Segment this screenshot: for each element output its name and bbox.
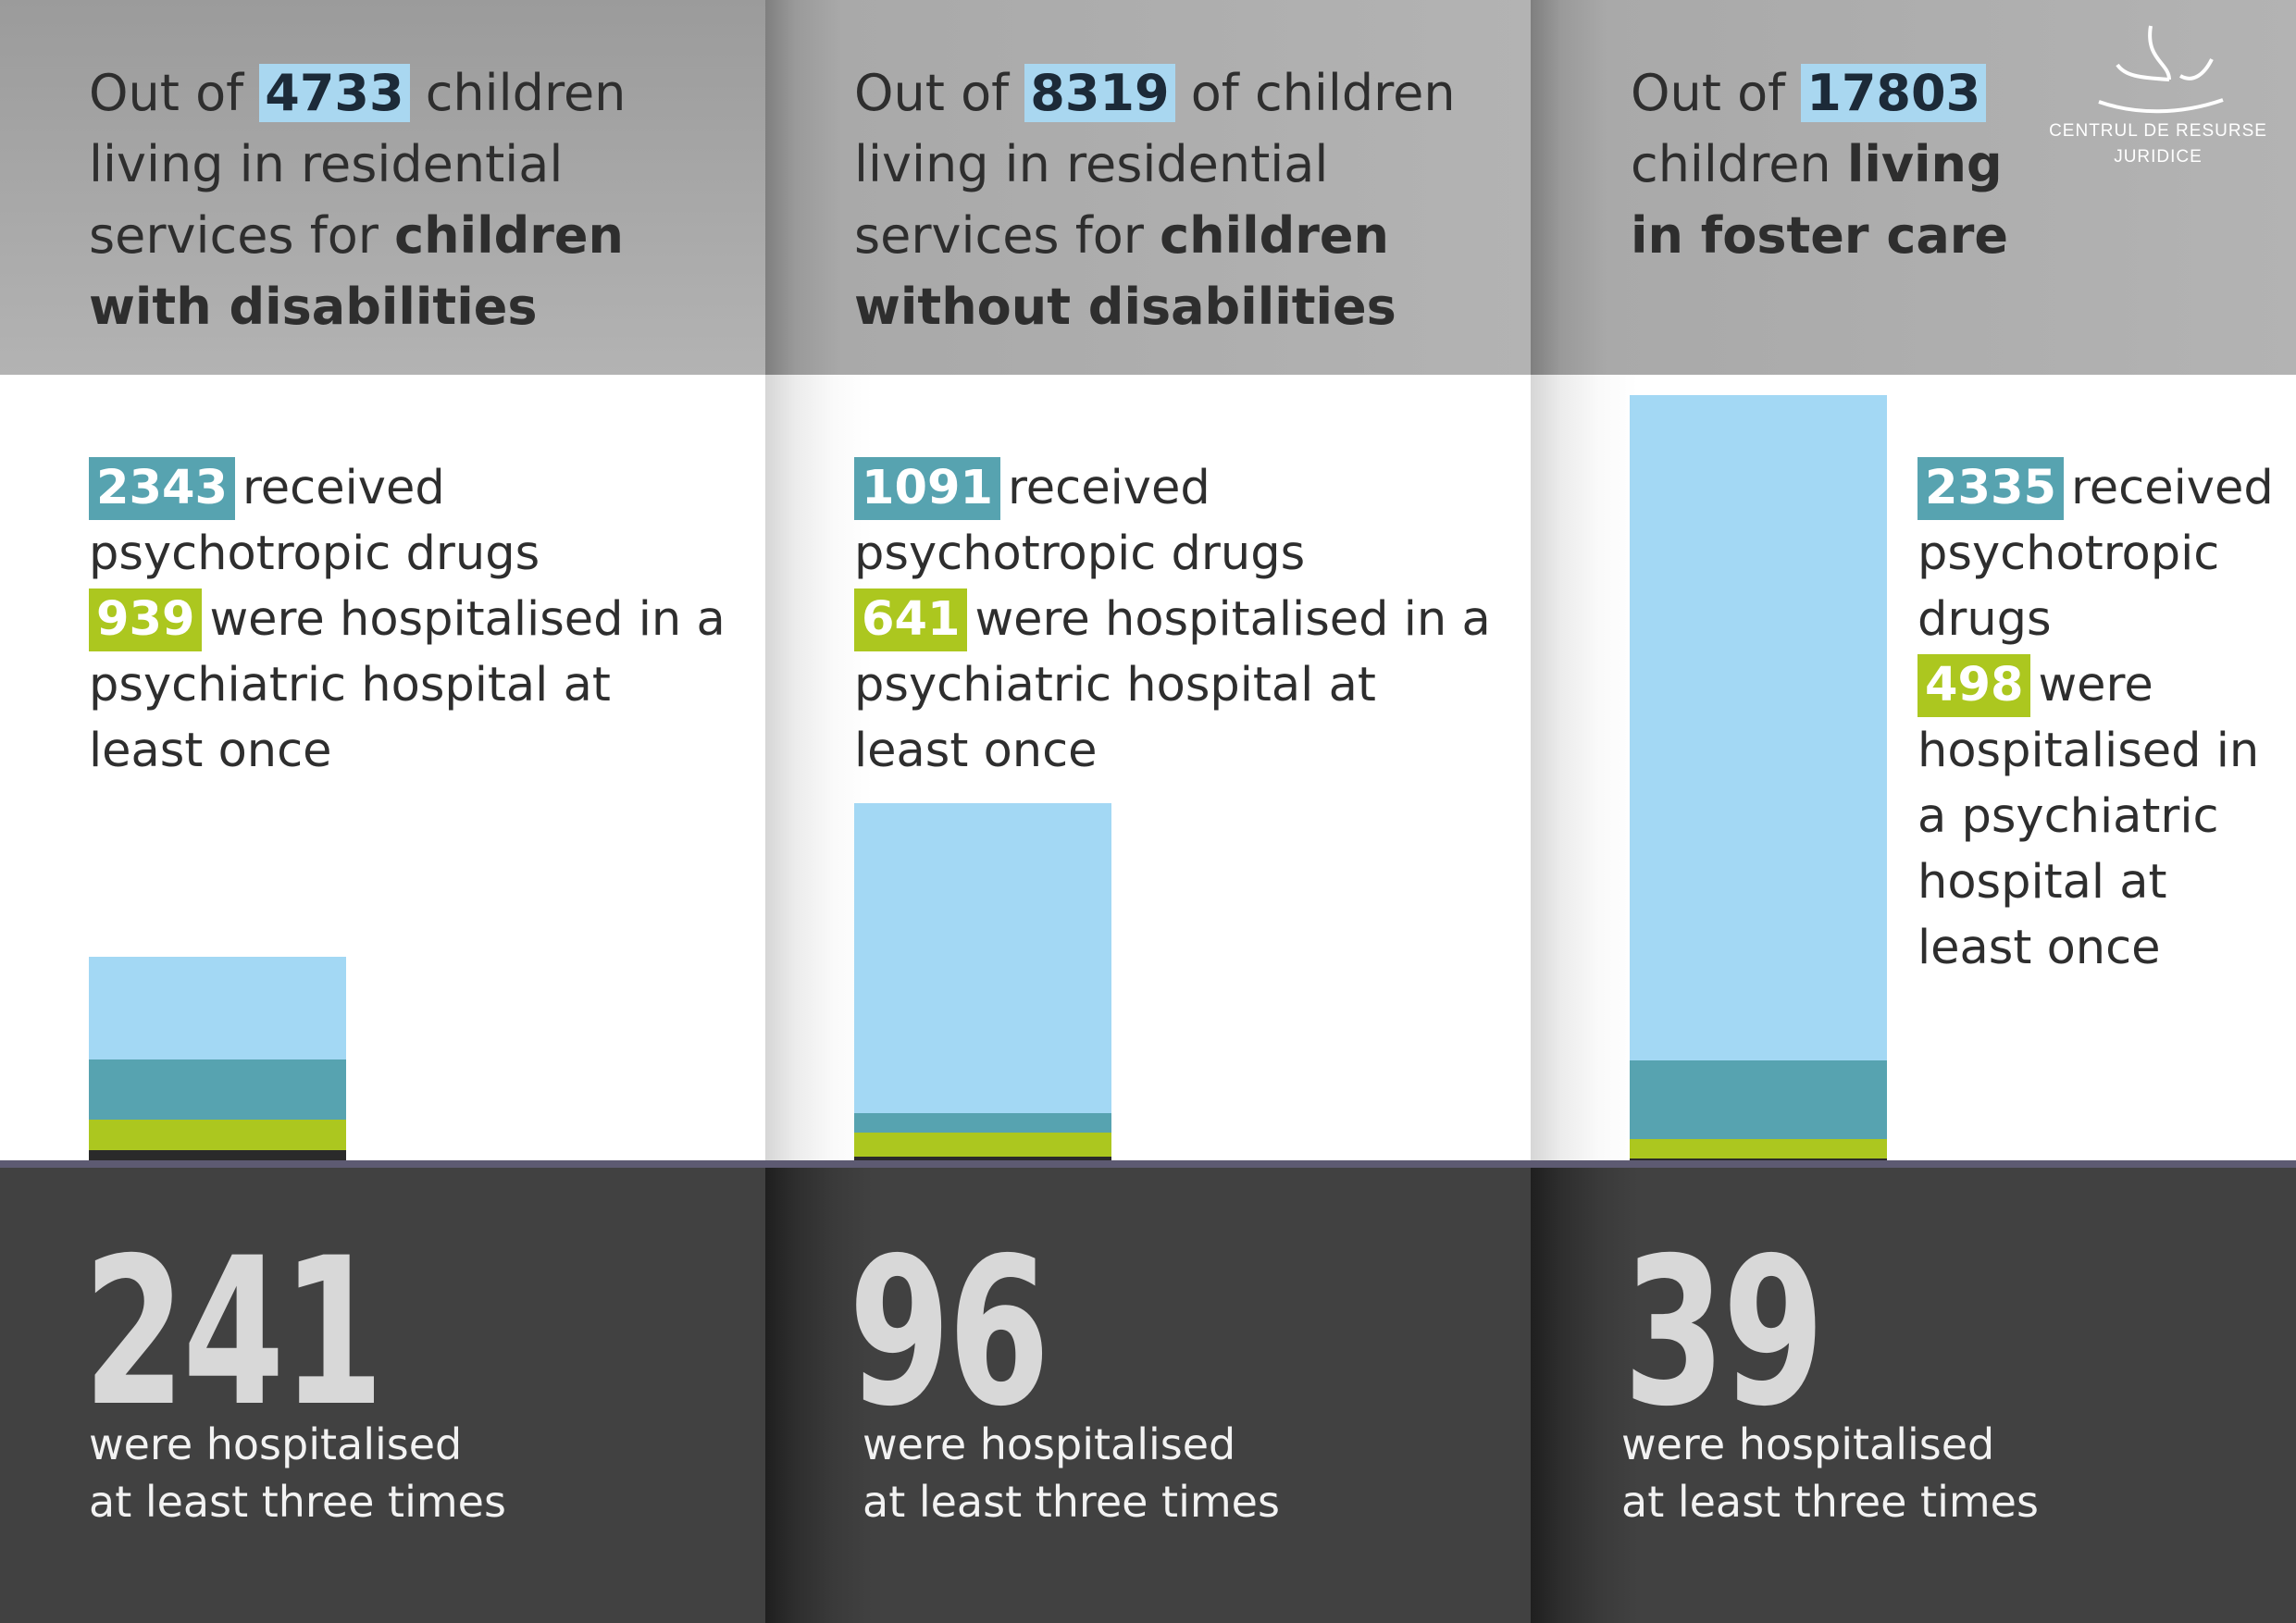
logo-stroke <box>2098 98 2224 114</box>
header-band <box>1531 0 2296 375</box>
hosp-line: 498 were hospitalised in a psychiatric ho… <box>1917 652 2288 981</box>
headline-bold: children without disabilities <box>854 206 1396 336</box>
caption-line-2: at least three times <box>863 1477 1280 1527</box>
logo-icon <box>2098 25 2224 114</box>
hosp-line: 939 were hospitalised in a psychiatric ho… <box>89 587 737 784</box>
headline-bold: living in foster care <box>1631 135 2009 265</box>
footer-band <box>1531 1168 2296 1623</box>
stacked-bar <box>1630 395 1887 1160</box>
footer-band <box>0 1168 765 1623</box>
hosp-value: 498 <box>1917 654 2031 717</box>
headline: Out of 17803 children living in foster c… <box>1631 57 2019 271</box>
headline-bold: children with disabilities <box>89 206 624 336</box>
three-times-caption: were hospitalised at least three times <box>863 1416 1473 1530</box>
bar-hospitalised-once <box>1630 1138 1887 1160</box>
logo-text-line-2: JURIDICE <box>2114 147 2203 167</box>
headline-prefix: Out of <box>89 64 260 122</box>
hosp-value: 641 <box>854 588 968 651</box>
baseline <box>0 1160 765 1168</box>
bar-total <box>1630 395 1887 1160</box>
caption-line-1: were hospitalised <box>863 1419 1236 1469</box>
drugs-line: 1091 received psychotropic drugs <box>854 455 1502 587</box>
drugs-line: 2343 received psychotropic drugs <box>89 455 737 587</box>
footer-band <box>765 1168 1531 1623</box>
caption-line-2: at least three times <box>1621 1477 2039 1527</box>
drugs-text: received psychotropic drugs <box>854 461 1306 581</box>
total-value: 4733 <box>259 64 410 122</box>
three-times-value: 96 <box>849 1214 1050 1451</box>
hosp-value: 939 <box>89 588 203 651</box>
logo-stroke <box>2148 25 2171 81</box>
stats-text: 1091 received psychotropic drugs 641 were … <box>854 455 1502 784</box>
baseline <box>765 1160 1531 1168</box>
bar-total <box>854 802 1111 1160</box>
headline-prefix: Out of <box>854 64 1025 122</box>
baseline <box>1531 1160 2296 1168</box>
caption-line-1: were hospitalised <box>89 1419 463 1469</box>
drugs-text: received psychotropic drugs <box>1917 461 2274 647</box>
stacked-bar <box>89 957 346 1160</box>
stacked-bar <box>854 802 1111 1160</box>
bar-hospitalised-once <box>854 1133 1111 1160</box>
column-without-disabilities: Out of 8319 of children living in reside… <box>765 0 1531 1623</box>
drugs-value: 1091 <box>854 457 1000 520</box>
total-value: 8319 <box>1024 64 1175 122</box>
column-disabilities: Out of 4733 children living in residenti… <box>0 0 765 1623</box>
three-times-caption: were hospitalised at least three times <box>1621 1416 2232 1530</box>
headline-middle: children living in residential services … <box>89 64 627 265</box>
header-band <box>0 0 765 375</box>
three-times-value: 39 <box>1623 1214 1825 1451</box>
hosp-text: were hospitalised in a psychiatric hospi… <box>89 592 726 778</box>
drugs-value: 2343 <box>89 457 235 520</box>
drugs-value: 2335 <box>1917 457 2064 520</box>
headline-middle: children <box>1631 135 1847 193</box>
bar-hospitalised-three-times <box>854 1156 1111 1160</box>
headline: Out of 8319 of children living in reside… <box>854 57 1483 342</box>
bar-hospitalised-three-times <box>1630 1158 1887 1160</box>
logo-text-line-1: CENTRUL DE RESURSE <box>2049 121 2267 141</box>
bar-hospitalised-three-times <box>89 1149 346 1160</box>
headline-middle: of children living in residential servic… <box>854 64 1456 265</box>
column-foster-care: Out of 17803 children living in foster c… <box>1531 0 2296 1623</box>
hosp-text: were hospitalised in a psychiatric hospi… <box>1917 658 2260 975</box>
logo-stroke <box>2116 63 2170 81</box>
three-times-caption: were hospitalised at least three times <box>89 1416 700 1530</box>
three-times-value: 241 <box>83 1214 384 1451</box>
caption-line-2: at least three times <box>89 1477 506 1527</box>
header-band <box>765 0 1531 375</box>
headline: Out of 4733 children living in residenti… <box>89 57 718 342</box>
hosp-text: were hospitalised in a psychiatric hospi… <box>854 592 1491 778</box>
drugs-line: 2335 received psychotropic drugs <box>1917 455 2288 652</box>
stats-text: 2343 received psychotropic drugs 939 were … <box>89 455 737 784</box>
logo-stroke <box>2179 58 2214 81</box>
logo: CENTRUL DE RESURSE JURIDICE <box>2047 22 2269 180</box>
drugs-text: received psychotropic drugs <box>89 461 540 581</box>
hosp-line: 641 were hospitalised in a psychiatric ho… <box>854 587 1502 784</box>
caption-line-1: were hospitalised <box>1621 1419 1995 1469</box>
stats-text: 2335 received psychotropic drugs 498 were … <box>1917 455 2288 981</box>
headline-prefix: Out of <box>1631 64 1802 122</box>
total-value: 17803 <box>1801 64 1987 122</box>
